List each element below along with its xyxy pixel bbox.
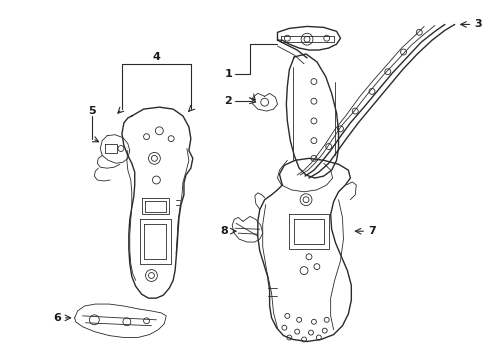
Text: 6: 6	[53, 313, 61, 323]
Text: 5: 5	[89, 106, 96, 116]
Text: 8: 8	[220, 226, 228, 236]
Text: 3: 3	[474, 19, 482, 30]
Text: 4: 4	[152, 52, 160, 62]
Text: 2: 2	[224, 96, 232, 106]
Text: 7: 7	[368, 226, 376, 236]
Text: 1: 1	[224, 69, 232, 79]
